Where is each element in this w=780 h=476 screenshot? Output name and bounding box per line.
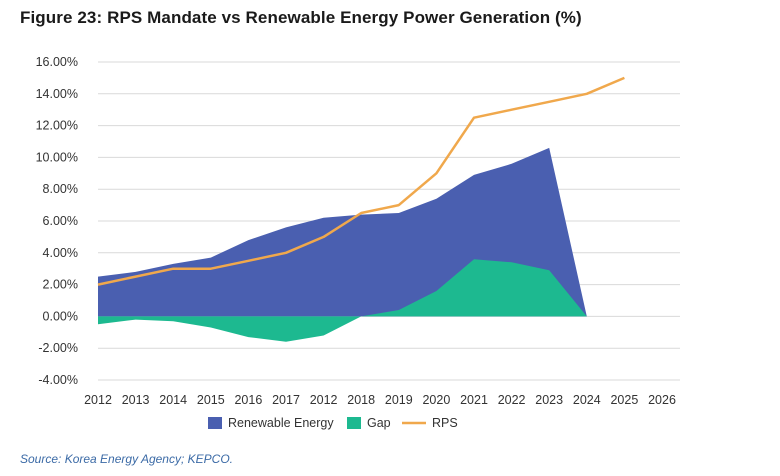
- y-tick-label: 6.00%: [43, 214, 78, 228]
- x-tick-label: 2024: [573, 393, 601, 407]
- x-tick-label: 2025: [610, 393, 638, 407]
- x-tick-label: 2023: [535, 393, 563, 407]
- chart-title: Figure 23: RPS Mandate vs Renewable Ener…: [20, 8, 582, 27]
- legend-label-gap: Gap: [367, 416, 391, 430]
- y-tick-label: -2.00%: [38, 341, 78, 355]
- area-gap: [98, 259, 587, 342]
- line-series: [97, 76, 625, 286]
- x-tick-label: 2021: [460, 393, 488, 407]
- area-series: [98, 147, 587, 342]
- x-tick-label: 2017: [272, 393, 300, 407]
- y-axis-tick-labels: 16.00% 14.00% 12.00% 10.00% 8.00% 6.00% 4.00% 2…: [36, 55, 78, 387]
- x-tick-label: 2016: [234, 393, 262, 407]
- x-tick-label: 2022: [498, 393, 526, 407]
- y-tick-label: 4.00%: [43, 246, 78, 260]
- legend-label-renewable-energy: Renewable Energy: [228, 416, 334, 430]
- y-tick-label: 14.00%: [36, 87, 78, 101]
- x-tick-label: 2019: [385, 393, 413, 407]
- y-tick-label: 10.00%: [36, 150, 78, 164]
- x-tick-label: 2012: [84, 393, 112, 407]
- legend-swatch-gap: [347, 417, 361, 429]
- x-axis-tick-labels: 2012 2013 2014 2015 2016 2017 2012 2018 2019 2020…: [84, 393, 676, 407]
- y-tick-label: 16.00%: [36, 55, 78, 69]
- x-tick-label: 2015: [197, 393, 225, 407]
- x-tick-label: 2012: [310, 393, 338, 407]
- x-tick-label: 2026: [648, 393, 676, 407]
- x-tick-label: 2018: [347, 393, 375, 407]
- x-tick-label: 2014: [159, 393, 187, 407]
- y-tick-label: 0.00%: [43, 309, 78, 323]
- x-tick-label: 2020: [422, 393, 450, 407]
- legend-label-rps: RPS: [432, 416, 458, 430]
- legend-swatch-renewable-energy: [208, 417, 222, 429]
- y-tick-label: -4.00%: [38, 373, 78, 387]
- y-tick-label: 2.00%: [43, 278, 78, 292]
- source-note: Source: Korea Energy Agency; KEPCO.: [20, 452, 233, 466]
- y-tick-label: 12.00%: [36, 119, 78, 133]
- y-tick-label: 8.00%: [43, 182, 78, 196]
- legend: Renewable Energy Gap RPS: [208, 416, 458, 430]
- line-rps: [97, 76, 625, 286]
- x-tick-label: 2013: [122, 393, 150, 407]
